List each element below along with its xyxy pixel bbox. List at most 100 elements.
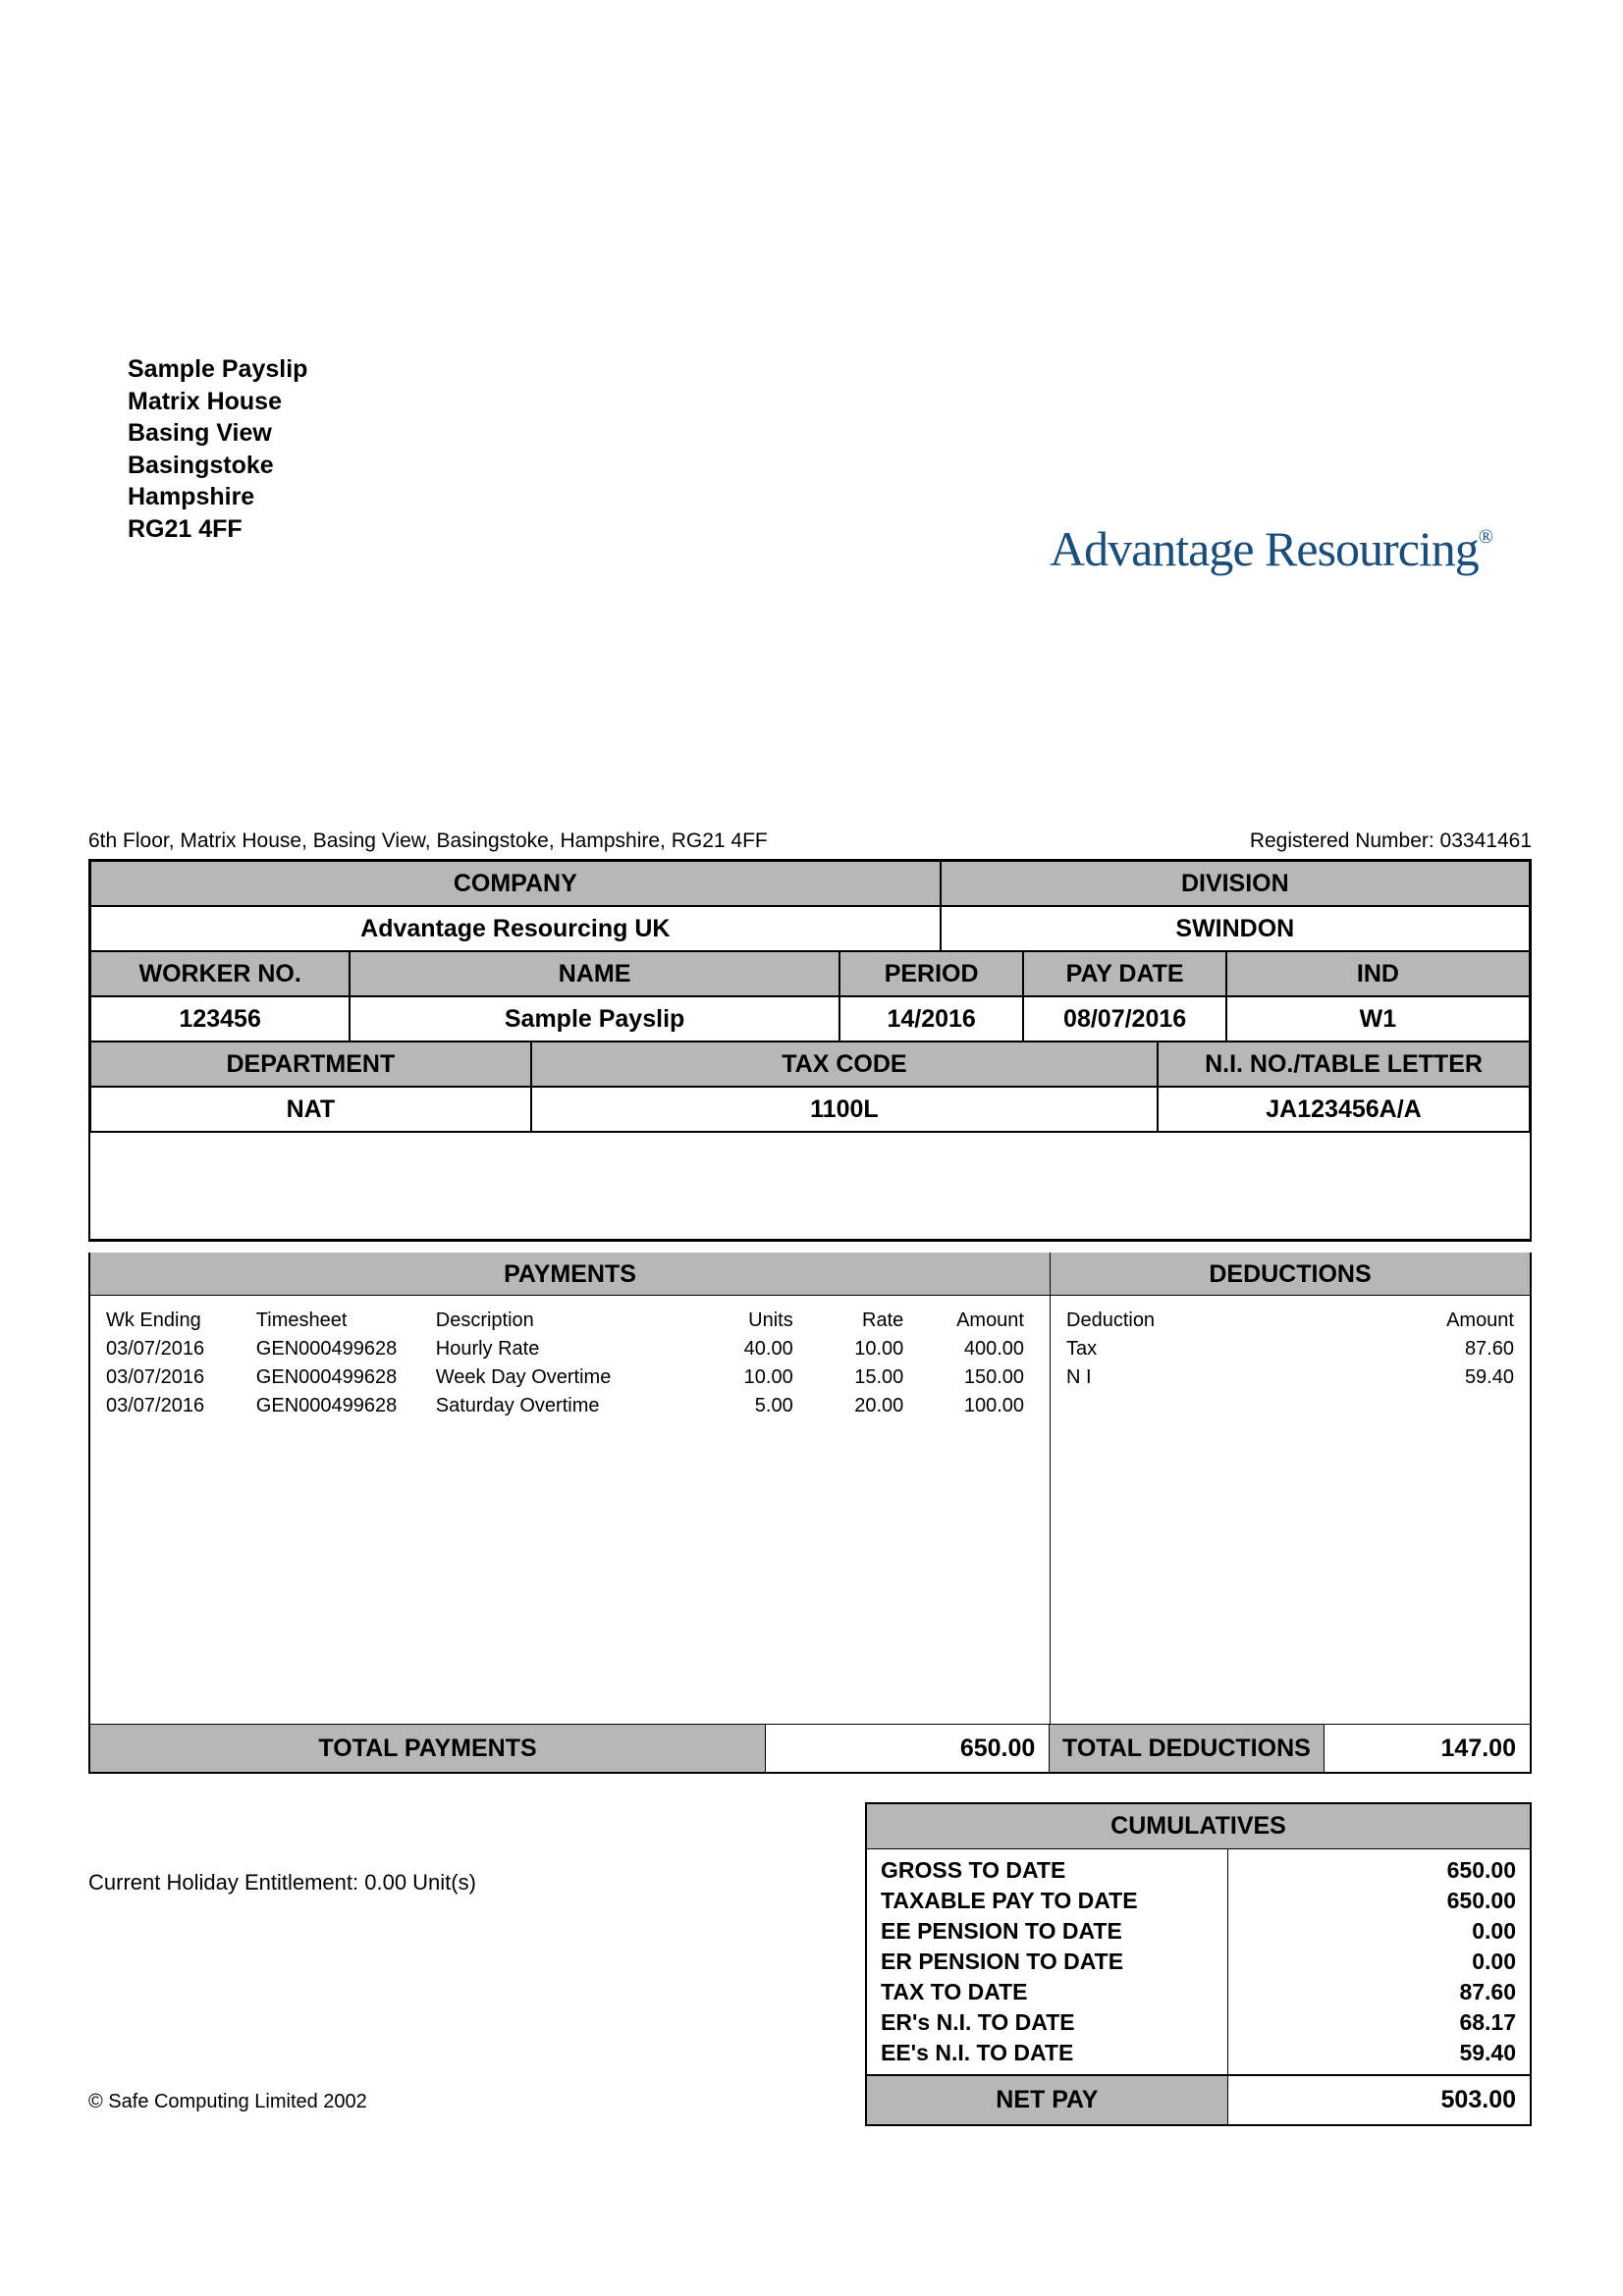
cum-label: TAXABLE PAY TO DATE bbox=[881, 1886, 1214, 1916]
cell: 10.00 bbox=[805, 1336, 914, 1362]
hdr-ind: IND bbox=[1226, 951, 1530, 996]
total-payments-value: 650.00 bbox=[766, 1725, 1050, 1772]
cum-value: 87.60 bbox=[1242, 1977, 1516, 2007]
cell: Tax bbox=[1066, 1336, 1319, 1362]
cell: 03/07/2016 bbox=[106, 1336, 254, 1362]
addr-line: Basing View bbox=[128, 417, 307, 450]
address-block: Sample Payslip Matrix House Basing View … bbox=[128, 353, 307, 545]
hdr-division: DIVISION bbox=[941, 861, 1530, 906]
cell: 40.00 bbox=[694, 1336, 803, 1362]
cell: Week Day Overtime bbox=[436, 1364, 692, 1391]
netpay-label: NET PAY bbox=[867, 2076, 1228, 2124]
cum-value: 59.40 bbox=[1242, 2038, 1516, 2068]
cum-value: 650.00 bbox=[1242, 1855, 1516, 1886]
cell: 87.60 bbox=[1321, 1336, 1514, 1362]
cumulatives-header: CUMULATIVES bbox=[867, 1804, 1530, 1848]
col-desc: Description bbox=[436, 1308, 692, 1334]
holiday-entitlement: Current Holiday Entitlement: 0.00 Unit(s… bbox=[88, 1870, 476, 1896]
col-ded-amount: Amount bbox=[1321, 1308, 1514, 1334]
copyright: © Safe Computing Limited 2002 bbox=[88, 2091, 367, 2113]
cell: Hourly Rate bbox=[436, 1336, 692, 1362]
hdr-company: COMPANY bbox=[90, 861, 941, 906]
header-grid: COMPANY DIVISION Advantage Resourcing UK… bbox=[88, 859, 1532, 1242]
val-ni: JA123456A/A bbox=[1158, 1087, 1530, 1132]
payment-row: 03/07/2016 GEN000499628 Week Day Overtim… bbox=[106, 1364, 1034, 1391]
cum-label: EE's N.I. TO DATE bbox=[881, 2038, 1214, 2068]
addr-line: Basingstoke bbox=[128, 450, 307, 482]
addr-line: Sample Payslip bbox=[128, 353, 307, 386]
cell: GEN000499628 bbox=[256, 1393, 434, 1419]
topline: 6th Floor, Matrix House, Basing View, Ba… bbox=[88, 829, 1532, 853]
payment-row: 03/07/2016 GEN000499628 Saturday Overtim… bbox=[106, 1393, 1034, 1419]
payments-header-row: Wk Ending Timesheet Description Units Ra… bbox=[106, 1308, 1034, 1334]
deduction-row: Tax 87.60 bbox=[1066, 1336, 1514, 1362]
cum-label: GROSS TO DATE bbox=[881, 1855, 1214, 1886]
addr-line: Matrix House bbox=[128, 386, 307, 418]
cell: 100.00 bbox=[915, 1393, 1034, 1419]
deductions-table: Deduction Amount Tax 87.60 N I 59.40 bbox=[1064, 1306, 1516, 1393]
cell: 5.00 bbox=[694, 1393, 803, 1419]
cell: 20.00 bbox=[805, 1393, 914, 1419]
logo-text: Advantage Resourcing bbox=[1050, 521, 1479, 576]
cum-label: EE PENSION TO DATE bbox=[881, 1916, 1214, 1947]
hdr-ni: N.I. NO./TABLE LETTER bbox=[1158, 1041, 1530, 1087]
col-units: Units bbox=[694, 1308, 803, 1334]
company-address: 6th Floor, Matrix House, Basing View, Ba… bbox=[88, 829, 768, 853]
cum-value: 0.00 bbox=[1242, 1947, 1516, 1977]
val-department: NAT bbox=[90, 1087, 531, 1132]
cell: 400.00 bbox=[915, 1336, 1034, 1362]
deduction-row: N I 59.40 bbox=[1066, 1364, 1514, 1391]
cum-value: 650.00 bbox=[1242, 1886, 1516, 1916]
val-ind: W1 bbox=[1226, 996, 1530, 1041]
deductions-body: Deduction Amount Tax 87.60 N I 59.40 bbox=[1051, 1296, 1530, 1724]
val-pay-date: 08/07/2016 bbox=[1023, 996, 1225, 1041]
hdr-worker-no: WORKER NO. bbox=[90, 951, 350, 996]
company-logo: Advantage Resourcing® bbox=[1050, 520, 1492, 577]
addr-line: RG21 4FF bbox=[128, 513, 307, 546]
cell: GEN000499628 bbox=[256, 1336, 434, 1362]
cell: 03/07/2016 bbox=[106, 1364, 254, 1391]
cell: 10.00 bbox=[694, 1364, 803, 1391]
total-payments-label: TOTAL PAYMENTS bbox=[90, 1725, 766, 1772]
deductions-header: DEDUCTIONS bbox=[1051, 1253, 1530, 1296]
col-wk: Wk Ending bbox=[106, 1308, 254, 1334]
col-deduction: Deduction bbox=[1066, 1308, 1319, 1334]
payments-body: Wk Ending Timesheet Description Units Ra… bbox=[90, 1296, 1050, 1724]
cumulatives-body: GROSS TO DATE TAXABLE PAY TO DATE EE PEN… bbox=[867, 1848, 1530, 2074]
addr-line: Hampshire bbox=[128, 481, 307, 513]
spacer bbox=[90, 1132, 1530, 1240]
hdr-tax-code: TAX CODE bbox=[531, 1041, 1158, 1087]
netpay-row: NET PAY 503.00 bbox=[867, 2074, 1530, 2124]
cell: 03/07/2016 bbox=[106, 1393, 254, 1419]
cell: Saturday Overtime bbox=[436, 1393, 692, 1419]
totals-row: TOTAL PAYMENTS 650.00 TOTAL DEDUCTIONS 1… bbox=[88, 1724, 1532, 1774]
cum-label: ER PENSION TO DATE bbox=[881, 1947, 1214, 1977]
hdr-name: NAME bbox=[350, 951, 839, 996]
val-company: Advantage Resourcing UK bbox=[90, 906, 941, 951]
payments-table: Wk Ending Timesheet Description Units Ra… bbox=[104, 1306, 1036, 1421]
payments-header: PAYMENTS bbox=[90, 1253, 1050, 1296]
total-deductions-label: TOTAL DEDUCTIONS bbox=[1050, 1725, 1324, 1772]
total-deductions-value: 147.00 bbox=[1325, 1725, 1530, 1772]
netpay-value: 503.00 bbox=[1228, 2076, 1530, 2124]
logo-reg: ® bbox=[1479, 526, 1492, 548]
deductions-panel: DEDUCTIONS Deduction Amount Tax 87.60 N … bbox=[1051, 1253, 1532, 1724]
col-ts: Timesheet bbox=[256, 1308, 434, 1334]
cell: GEN000499628 bbox=[256, 1364, 434, 1391]
col-rate: Rate bbox=[805, 1308, 914, 1334]
deductions-header-row: Deduction Amount bbox=[1066, 1308, 1514, 1334]
val-division: SWINDON bbox=[941, 906, 1530, 951]
payments-deductions: PAYMENTS Wk Ending Timesheet Description… bbox=[88, 1253, 1532, 1724]
cumulatives-labels: GROSS TO DATE TAXABLE PAY TO DATE EE PEN… bbox=[867, 1849, 1228, 2074]
registered-number: Registered Number: 03341461 bbox=[1250, 829, 1532, 853]
col-amount: Amount bbox=[915, 1308, 1034, 1334]
hdr-department: DEPARTMENT bbox=[90, 1041, 531, 1087]
val-worker-no: 123456 bbox=[90, 996, 350, 1041]
cell: 59.40 bbox=[1321, 1364, 1514, 1391]
payment-row: 03/07/2016 GEN000499628 Hourly Rate 40.0… bbox=[106, 1336, 1034, 1362]
cum-label: TAX TO DATE bbox=[881, 1977, 1214, 2007]
hdr-period: PERIOD bbox=[839, 951, 1024, 996]
hdr-pay-date: PAY DATE bbox=[1023, 951, 1225, 996]
cum-label: ER's N.I. TO DATE bbox=[881, 2007, 1214, 2038]
cell: 150.00 bbox=[915, 1364, 1034, 1391]
